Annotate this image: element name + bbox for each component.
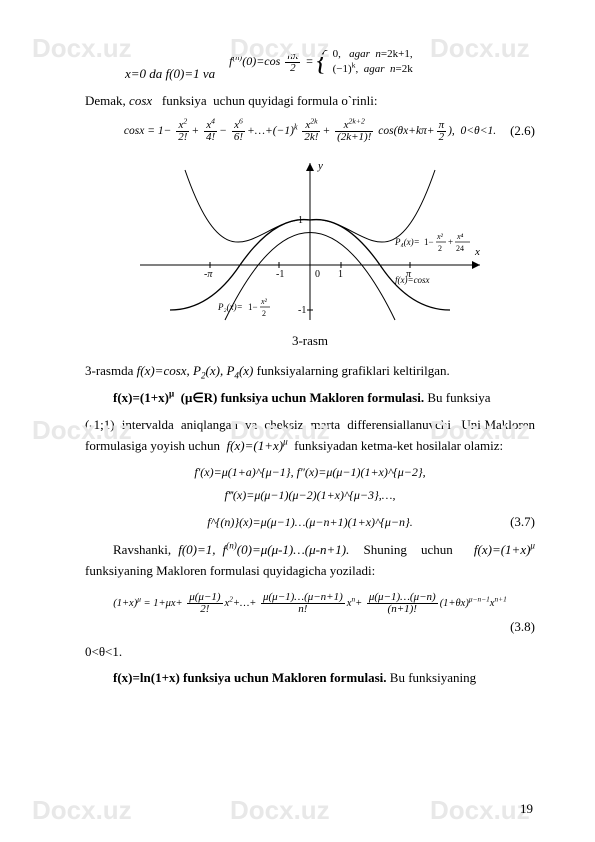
svg-text:2: 2 xyxy=(438,244,442,253)
svg-text:x: x xyxy=(474,246,480,258)
svg-text:f(x)=cosx: f(x)=cosx xyxy=(395,275,430,285)
svg-text:1−: 1− xyxy=(248,302,258,312)
svg-text:1: 1 xyxy=(338,269,343,280)
formula-37-line2: f‴(x)=μ(μ−1)(μ−2)(1+x)^{μ−3},…, xyxy=(85,486,535,505)
graph-cosx: y x 0 1 -1 π -π 1 -1 P₄(x)= 1− x² 2 + x⁴… xyxy=(130,155,490,325)
svg-text:+: + xyxy=(448,237,453,247)
para-4: (-1;1) intervalda aniqlangan va cheksiz … xyxy=(85,415,535,457)
theta-line: 0<θ<1. xyxy=(85,642,535,663)
svg-text:1: 1 xyxy=(298,215,303,226)
svg-text:-π: -π xyxy=(204,269,213,280)
line-1: x=0 da f(0)=1 va f(n)(0)=cos nπ2 = { 0, … xyxy=(85,40,535,85)
svg-text:x²: x² xyxy=(436,232,444,241)
formula-37-line3: f^{(n)}(x)=μ(μ−1)…(μ−n+1)(1+x)^{μ−n}. (3… xyxy=(85,513,535,532)
svg-text:-1: -1 xyxy=(276,269,284,280)
page-number: 19 xyxy=(520,799,533,820)
svg-text:1−: 1− xyxy=(424,237,434,247)
heading-1: f(x)=(1+x)μ (μ∈R) funksiya uchun Maklore… xyxy=(85,388,535,409)
svg-text:P₄(x)=: P₄(x)= xyxy=(394,237,420,247)
formula-top: f(n)(0)=cos nπ2 = { 0, agar n=2k+1, (−1)… xyxy=(229,40,413,85)
line-2: Demak, cosx funksiya uchun quyidagi form… xyxy=(85,91,535,112)
equation-2-6: cosx = 1− x22!+ x44!− x66!+…+(−1)k x2k2k… xyxy=(85,120,535,143)
formula-37-line1: f′(x)=μ(1+a)^{μ−1}, f″(x)=μ(μ−1)(1+x)^{μ… xyxy=(85,463,535,482)
svg-text:-1: -1 xyxy=(298,305,306,316)
svg-text:2: 2 xyxy=(262,309,266,318)
svg-text:P₂(x)=: P₂(x)= xyxy=(217,302,243,312)
watermark: Docx.uz xyxy=(230,790,330,832)
svg-text:x⁴: x⁴ xyxy=(456,232,464,241)
heading-2: f(x)=ln(1+x) funksiya uchun Makloren for… xyxy=(85,668,535,689)
watermark: Docx.uz xyxy=(430,790,530,832)
eq-num-38: (3.8) xyxy=(510,619,535,634)
svg-text:y: y xyxy=(317,160,323,172)
para-5: Ravshanki, f(0)=1, f(n)(0)=μ(μ-1)…(μ-n+1… xyxy=(85,540,535,582)
eq-num-37: (3.7) xyxy=(510,512,535,533)
line1-text: x=0 da f(0)=1 va xyxy=(125,64,215,85)
equation-3-8: (1+x)μ = 1+μx+ μ(μ−1)2!x2+…+ μ(μ−1)…(μ−n… xyxy=(85,592,535,615)
svg-text:0: 0 xyxy=(315,269,320,280)
graph-caption: 3-rasm xyxy=(85,331,535,352)
svg-text:24: 24 xyxy=(456,244,464,253)
eq-num-26: (2.6) xyxy=(510,121,535,142)
para-3: 3-rasmda f(x)=cosx, P2(x), P4(x) funksiy… xyxy=(85,361,535,382)
watermark: Docx.uz xyxy=(32,790,132,832)
svg-text:x²: x² xyxy=(260,297,268,306)
